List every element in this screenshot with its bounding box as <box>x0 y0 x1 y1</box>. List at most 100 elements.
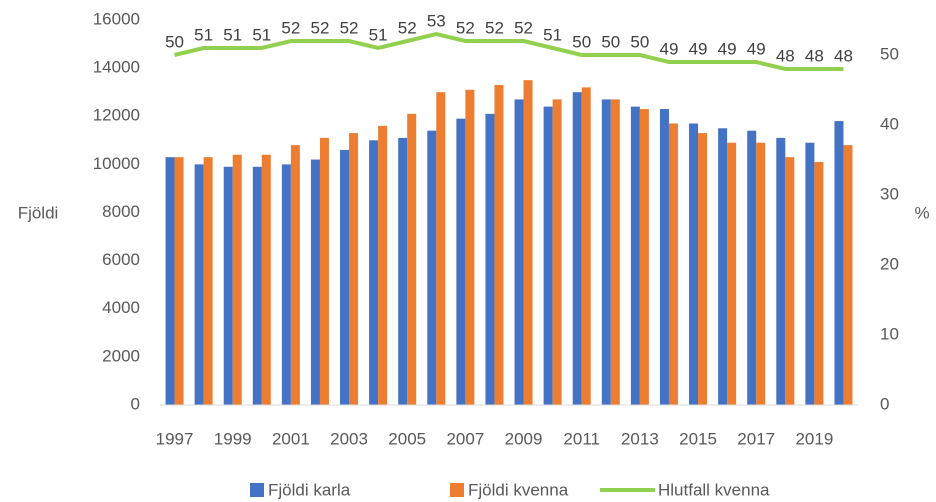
bar <box>252 166 262 405</box>
bar <box>465 89 475 405</box>
x-tick-label: 2003 <box>330 429 368 448</box>
y2-tick-label: 10 <box>880 324 899 343</box>
bar <box>194 164 204 405</box>
y-tick-label: 2000 <box>102 346 140 365</box>
legend-swatch <box>250 483 264 497</box>
data-label: 52 <box>456 18 475 37</box>
data-label: 52 <box>485 18 504 37</box>
data-label: 50 <box>630 32 649 51</box>
bar <box>698 133 708 405</box>
legend-label: Fjöldi kvenna <box>468 480 569 499</box>
data-label: 50 <box>601 32 620 51</box>
bar <box>610 99 620 405</box>
data-label: 51 <box>223 25 242 44</box>
x-tick-label: 2011 <box>563 429 600 448</box>
bar <box>689 123 699 405</box>
bar <box>843 145 853 405</box>
bar <box>805 142 815 405</box>
x-tick-label: 1999 <box>214 429 252 448</box>
y2-tick-label: 50 <box>880 44 899 63</box>
bar <box>310 159 320 405</box>
bar <box>514 99 524 405</box>
bar <box>718 128 728 405</box>
legend-swatch <box>450 483 464 497</box>
y-tick-label: 16000 <box>93 9 140 28</box>
legend-label: Fjöldi karla <box>268 480 351 499</box>
data-label: 49 <box>659 39 678 58</box>
bar <box>436 92 446 405</box>
y2-tick-label: 40 <box>880 114 899 133</box>
y2-tick-label: 20 <box>880 254 899 273</box>
bar <box>378 125 388 405</box>
x-tick-label: 2007 <box>446 429 484 448</box>
x-tick-label: 2013 <box>621 429 659 448</box>
y-tick-label: 14000 <box>93 58 140 77</box>
data-label: 49 <box>718 39 737 58</box>
bar <box>659 109 669 405</box>
bar <box>572 92 582 405</box>
bar <box>369 140 379 405</box>
line <box>174 31 844 71</box>
data-label: 52 <box>514 18 533 37</box>
bar <box>581 87 591 405</box>
y2-axis-label: % <box>914 203 929 222</box>
y-tick-label: 6000 <box>102 250 140 269</box>
bar <box>165 157 175 405</box>
y-tick-label: 10000 <box>93 154 140 173</box>
bar <box>814 161 824 405</box>
data-label: 50 <box>572 32 591 51</box>
data-label: 49 <box>747 39 766 58</box>
bar <box>349 133 359 405</box>
bar <box>203 157 213 405</box>
data-label: 48 <box>776 46 795 65</box>
data-label: 52 <box>398 18 417 37</box>
bar <box>785 157 795 405</box>
bar <box>552 99 562 405</box>
bar <box>456 118 466 405</box>
bar <box>427 130 437 405</box>
bar <box>630 106 640 405</box>
y-tick-label: 4000 <box>102 298 140 317</box>
bar <box>290 145 300 405</box>
data-label: 52 <box>281 18 300 37</box>
bar <box>398 137 408 405</box>
bar <box>523 80 533 405</box>
data-label: 48 <box>834 46 853 65</box>
bar <box>281 164 291 405</box>
x-tick-label: 1997 <box>156 429 194 448</box>
x-tick-label: 2017 <box>737 429 775 448</box>
bar <box>174 157 184 405</box>
data-label: 51 <box>369 25 388 44</box>
bar <box>756 142 766 405</box>
bar <box>340 149 350 405</box>
bar <box>834 121 844 405</box>
data-label: 49 <box>689 39 708 58</box>
bar <box>727 142 737 405</box>
bar <box>223 166 233 405</box>
data-label: 52 <box>340 18 359 37</box>
x-tick-label: 2001 <box>272 429 310 448</box>
y-tick-label: 8000 <box>102 202 140 221</box>
bar <box>776 137 786 405</box>
bar <box>485 113 495 405</box>
data-label: 50 <box>165 32 184 51</box>
y2-tick-label: 0 <box>880 394 889 413</box>
bar <box>747 130 757 405</box>
bar <box>601 99 611 405</box>
bar <box>639 109 649 405</box>
x-tick-label: 2009 <box>505 429 543 448</box>
data-label: 51 <box>252 25 271 44</box>
data-label: 52 <box>310 18 329 37</box>
x-tick-label: 2005 <box>388 429 426 448</box>
bar <box>232 154 242 405</box>
x-tick-label: 2015 <box>679 429 717 448</box>
data-label: 48 <box>805 46 824 65</box>
bar <box>543 106 553 405</box>
x-tick-label: 2019 <box>795 429 833 448</box>
data-label: 51 <box>543 25 562 44</box>
bar <box>319 137 329 405</box>
bar <box>668 123 678 405</box>
y-tick-label: 0 <box>131 394 140 413</box>
legend-label: Hlutfall kvenna <box>658 480 770 499</box>
